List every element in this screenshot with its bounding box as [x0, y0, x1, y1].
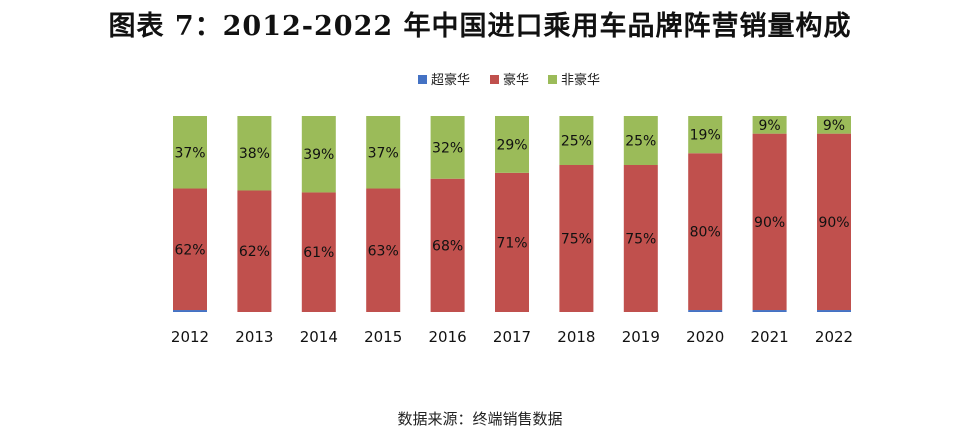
bar-2018-series-1 [559, 165, 594, 312]
data-label-2019-series-1: 75% [625, 232, 656, 248]
data-label-2017-series-2: 29% [496, 137, 527, 153]
bar-2018-series-2 [559, 116, 594, 165]
data-label-2013-series-1: 62% [239, 244, 270, 260]
bar-2021-series-2 [752, 116, 787, 134]
legend-label-0: 超豪华 [431, 72, 470, 88]
data-label-2016-series-2: 32% [432, 140, 463, 156]
data-label-2016-series-1: 68% [432, 238, 463, 254]
data-label-2020-series-1: 80% [690, 225, 721, 241]
legend-label-2: 非豪华 [561, 72, 600, 88]
bar-2019-series-2 [623, 116, 658, 165]
bars [173, 116, 851, 312]
bar-2016-series-1 [430, 178, 465, 312]
bar-2013-series-2 [237, 116, 272, 191]
x-tick-2021: 2021 [751, 328, 789, 346]
legend-swatch-0 [418, 75, 427, 84]
bar-2022-series-2 [817, 116, 851, 134]
bar-2014-series-2 [301, 116, 336, 193]
bar-2012-series-1 [173, 188, 207, 311]
data-label-2014-series-1: 61% [303, 245, 334, 261]
source-note: 数据来源：终端销售数据 [397, 410, 563, 428]
data-label-2021-series-1: 90% [754, 215, 785, 231]
x-tick-2014: 2014 [300, 328, 338, 346]
legend: 超豪华 豪华 非豪华 [418, 72, 600, 88]
legend-swatch-1 [490, 75, 499, 84]
bar-2020-series-2 [688, 116, 723, 154]
x-tick-2020: 2020 [686, 328, 724, 346]
data-label-2022-series-1: 90% [818, 215, 849, 231]
data-label-2012-series-2: 37% [174, 145, 205, 161]
x-tick-2017: 2017 [493, 328, 531, 346]
data-label-2020-series-2: 19% [690, 128, 721, 144]
data-labels: 62% 37% 62% 38% 61% 39% 63% 37% 68% 32% 71% 29% 75% 2… [174, 118, 849, 261]
data-label-2015-series-2: 37% [368, 145, 399, 161]
data-label-2017-series-1: 71% [496, 235, 527, 251]
bar-2014-series-1 [301, 192, 336, 312]
legend-label-1: 豪华 [503, 72, 529, 88]
x-tick-2015: 2015 [364, 328, 402, 346]
bar-2020-series-0 [688, 310, 723, 312]
data-label-2022-series-2: 9% [823, 118, 845, 134]
data-label-2014-series-2: 39% [303, 147, 334, 163]
x-tick-2013: 2013 [235, 328, 273, 346]
bar-2012-series-2 [173, 116, 207, 189]
bar-2015-series-2 [366, 116, 401, 189]
data-label-2019-series-2: 25% [625, 134, 656, 150]
bar-2017-series-2 [495, 116, 529, 173]
x-axis-ticks: 2012 2013 2014 2015 2016 2017 2018 2019 2020 2021… [171, 328, 853, 346]
data-label-2018-series-2: 25% [561, 134, 592, 150]
x-tick-2018: 2018 [557, 328, 595, 346]
legend-swatch-2 [548, 75, 557, 84]
bar-2016-series-2 [430, 116, 465, 179]
bar-2019-series-1 [623, 165, 658, 312]
bar-2012-series-0 [173, 310, 207, 312]
bar-2017-series-1 [495, 172, 529, 312]
bar-2021-series-1 [752, 133, 787, 311]
data-label-2021-series-2: 9% [758, 118, 780, 134]
bar-2022-series-0 [817, 310, 851, 312]
chart-title: 图表 7：2012-2022 年中国进口乘用车品牌阵营销量构成 [108, 11, 852, 42]
data-label-2015-series-1: 63% [368, 243, 399, 259]
bar-2021-series-0 [752, 310, 787, 312]
bar-2015-series-1 [366, 188, 401, 312]
x-tick-2019: 2019 [622, 328, 660, 346]
x-tick-2012: 2012 [171, 328, 209, 346]
bar-2013-series-1 [237, 190, 272, 312]
data-label-2013-series-2: 38% [239, 146, 270, 162]
x-tick-2022: 2022 [815, 328, 853, 346]
bar-2022-series-1 [817, 133, 851, 311]
bar-2020-series-1 [688, 153, 723, 311]
data-label-2012-series-1: 62% [174, 242, 205, 258]
data-label-2018-series-1: 75% [561, 232, 592, 248]
x-tick-2016: 2016 [429, 328, 467, 346]
